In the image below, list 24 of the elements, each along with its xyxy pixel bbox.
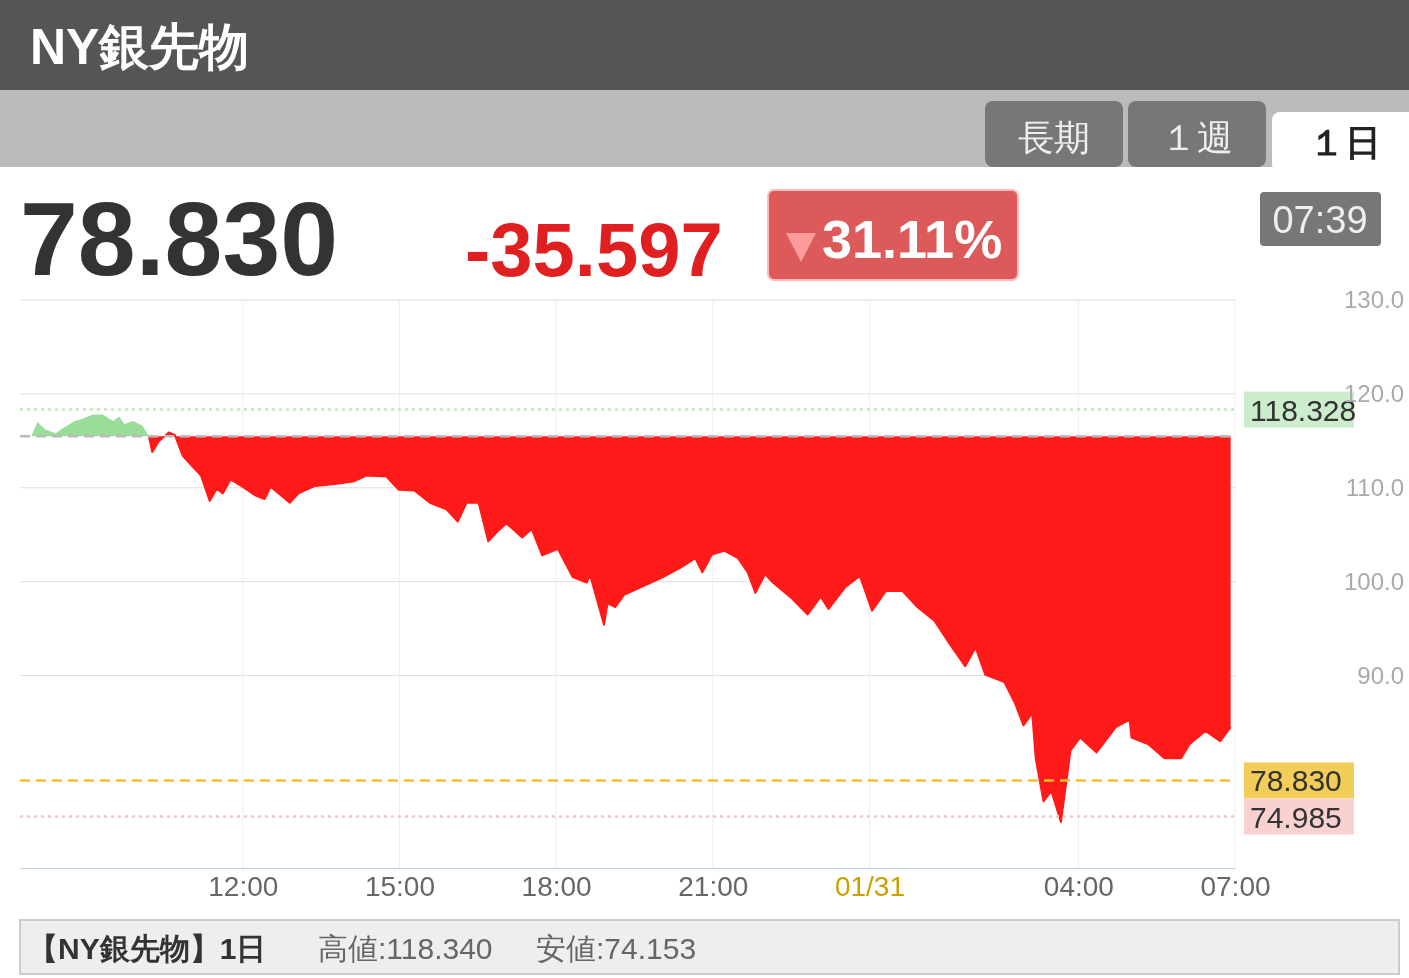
x-tick-label: 21:00 [678, 870, 749, 902]
x-tick-label: 18:00 [521, 870, 592, 902]
x-tick-label: 04:00 [1043, 870, 1114, 902]
y-tick-label: 90.0 [1357, 661, 1404, 689]
text: -35.597 [465, 207, 723, 292]
y-tick-label: 130.0 [1343, 286, 1404, 314]
text: 07:39 [1272, 199, 1368, 241]
x-tick-label: 01/31 [834, 870, 905, 902]
text: １日 [1309, 122, 1381, 163]
y-tick-label: 100.0 [1343, 567, 1404, 595]
y-tick-label: 110.0 [1345, 473, 1404, 501]
x-tick-label: 12:00 [208, 870, 279, 902]
x-tick-label: 15:00 [364, 870, 436, 902]
text: 高値:118.340 [318, 932, 493, 965]
x-tick-label: 07:00 [1200, 870, 1271, 902]
text: １週 [1161, 117, 1233, 158]
ref-line-label: 74.985 [1250, 800, 1342, 834]
text: 78.830 [20, 181, 339, 297]
chart-title: NY銀先物 [30, 19, 250, 75]
text: 31.11% [822, 209, 1003, 269]
ref-line-label: 78.830 [1250, 764, 1342, 798]
text: 【NY銀先物】1日 [28, 932, 267, 965]
text: 長期 [1018, 117, 1090, 158]
text: 安値:74.153 [536, 932, 697, 965]
